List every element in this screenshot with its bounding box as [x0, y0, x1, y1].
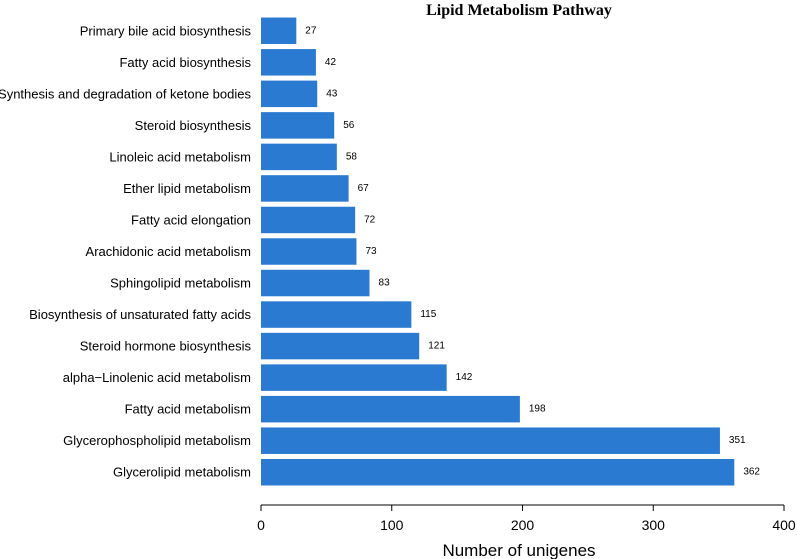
- value-label: 115: [420, 309, 436, 320]
- x-tick-label: 0: [257, 517, 265, 533]
- category-label: Primary bile acid biosynthesis: [80, 23, 252, 38]
- value-label: 83: [379, 278, 391, 289]
- value-label: 198: [529, 404, 546, 415]
- category-label: Sphingolipid metabolism: [110, 276, 251, 291]
- category-label: Biosynthesis of unsaturated fatty acids: [29, 307, 251, 322]
- bar: [261, 458, 735, 486]
- chart-title: Lipid Metabolism Pathway: [426, 2, 612, 19]
- bar: [261, 49, 316, 76]
- bar: [261, 427, 720, 454]
- value-label: 42: [325, 57, 337, 68]
- category-label: Fatty acid biosynthesis: [119, 55, 251, 70]
- category-labels: Primary bile acid biosynthesis Fatty acid…: [0, 23, 252, 479]
- value-label: 73: [365, 246, 377, 257]
- value-label: 121: [428, 341, 445, 352]
- x-axis-title: Number of unigenes: [442, 541, 595, 559]
- value-label: 142: [456, 372, 473, 383]
- x-axis: 0 100 200 300 400: [257, 504, 796, 533]
- x-tick-label: 100: [380, 517, 404, 533]
- value-labels: 27 42 43 56 58 67 72 73 83 115 121 142 198 351 362: [305, 25, 760, 477]
- value-label: 362: [743, 467, 760, 478]
- category-label: Ether lipid metabolism: [123, 181, 251, 196]
- x-tick-label: 300: [642, 517, 666, 533]
- bar: [261, 175, 349, 202]
- bar: [261, 395, 520, 423]
- category-label: Glycerolipid metabolism: [113, 465, 251, 480]
- bar: [261, 332, 420, 360]
- category-label: Steroid biosynthesis: [135, 118, 252, 133]
- bar: [261, 301, 412, 328]
- bar: [261, 17, 297, 45]
- value-label: 58: [346, 151, 358, 162]
- category-label: Steroid hormone biosynthesis: [80, 339, 252, 354]
- bars-group: [261, 17, 735, 486]
- value-label: 67: [358, 183, 370, 194]
- value-label: 27: [305, 25, 317, 36]
- category-label: Glycerophospholipid metabolism: [63, 433, 251, 448]
- category-label: Fatty acid metabolism: [125, 402, 251, 417]
- bar: [261, 269, 370, 297]
- value-label: 351: [729, 435, 746, 446]
- category-label: Synthesis and degradation of ketone bodi…: [0, 86, 251, 101]
- x-tick-label: 400: [772, 517, 796, 533]
- bar: [261, 364, 447, 391]
- category-label: Arachidonic acid metabolism: [86, 244, 251, 259]
- category-label: Fatty acid elongation: [131, 212, 251, 227]
- bar: [261, 80, 318, 108]
- x-tick-label: 200: [511, 517, 535, 533]
- category-label: alpha−Linolenic acid metabolism: [63, 370, 251, 385]
- bar: [261, 206, 356, 234]
- value-label: 56: [343, 120, 355, 131]
- value-label: 43: [326, 88, 338, 99]
- bar: [261, 112, 335, 139]
- value-label: 72: [364, 214, 376, 225]
- category-label: Linoleic acid metabolism: [109, 149, 251, 164]
- bar: [261, 238, 357, 265]
- bar: [261, 143, 337, 171]
